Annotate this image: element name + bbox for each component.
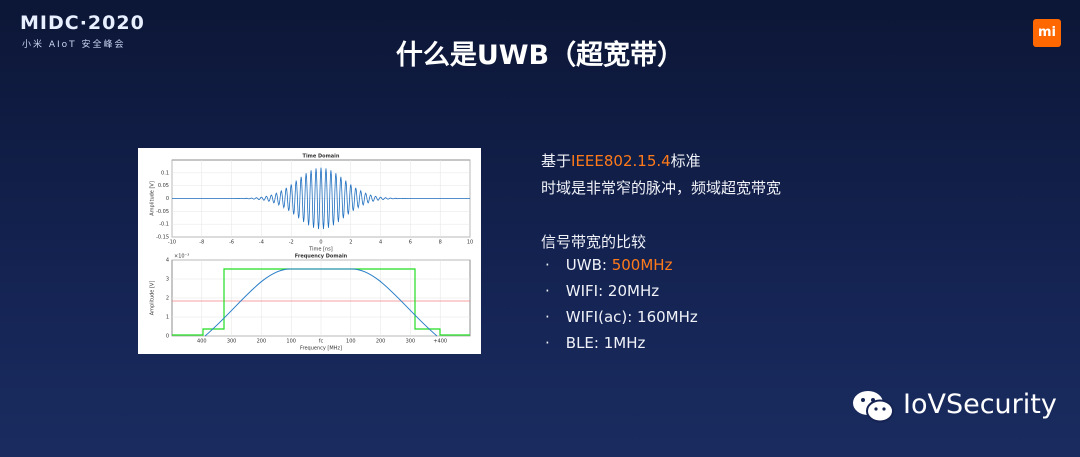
list-item: · UWB: 500MHz — [545, 256, 672, 274]
list-item: · BLE: 1MHz — [545, 334, 645, 352]
bullet: · — [545, 308, 550, 326]
standard-line: 基于IEEE802.15.4标准 — [541, 150, 701, 171]
highlight: IEEE802.15.4 — [571, 152, 671, 170]
y-axis-label: Amplitude [V] — [150, 181, 156, 216]
pulse-curve — [172, 167, 470, 230]
y-tick-label: 1 — [166, 315, 169, 321]
x-tick-label: 100 — [346, 339, 356, 345]
x-axis-label: Frequency [MHz] — [300, 346, 342, 352]
x-tick-label: 300 — [227, 339, 237, 345]
logo: MIDC·2020 — [20, 12, 145, 34]
plot-title: Time Domain — [303, 154, 340, 160]
x-tick-label: 200 — [257, 339, 267, 345]
x-tick-label: 8 — [439, 240, 442, 246]
x-axis-label: Time [ns] — [308, 247, 333, 253]
y-tick-label: 4 — [166, 258, 169, 264]
plot-title: Frequency Domain — [295, 254, 348, 260]
text: 标准 — [670, 152, 701, 170]
slide-title: 什么是UWB（超宽带） — [395, 40, 685, 71]
text: WIFI: 20MHz — [565, 282, 660, 300]
x-tick-label: +400 — [433, 339, 447, 345]
text: BLE: 1MHz — [565, 334, 646, 352]
y-tick-label: 0.1 — [161, 170, 169, 176]
list-item: · WIFI: 20MHz — [545, 282, 659, 300]
text: 基于 — [541, 152, 572, 170]
brand-mark: mi — [1033, 19, 1061, 47]
x-tick-label: 200 — [376, 339, 386, 345]
figure: Time Domain Time [ns] Amplitude [V] -0.15 -0… — [138, 148, 481, 354]
x-tick-label: 0 — [319, 240, 322, 246]
bullet: · — [545, 334, 550, 352]
highlight: 500MHz — [611, 256, 673, 274]
x-tick-label: 300 — [406, 339, 416, 345]
watermark: IoVSecurity — [903, 389, 1057, 420]
y-axis-label: Amplitude [V] — [150, 281, 156, 316]
x-tick-label: -10 — [168, 240, 176, 246]
x-tick-label: -2 — [289, 240, 294, 246]
logo-subtitle: 小米 AIoT 安全峰会 — [22, 40, 126, 50]
bullet: · — [545, 256, 550, 274]
x-tick-label: -4 — [259, 240, 264, 246]
text: WIFI(ac): 160MHz — [565, 308, 698, 326]
bullet: · — [545, 282, 550, 300]
x-tick-label: 400 — [197, 339, 207, 345]
y-tick-label: -0.1 — [159, 222, 169, 228]
y-tick-label: 2 — [166, 296, 169, 302]
comparison-title: 信号带宽的比较 — [541, 233, 647, 251]
x-tick-label: fc — [319, 339, 324, 345]
list-item: · WIFI(ac): 160MHz — [545, 308, 698, 326]
y-tick-label: 3 — [166, 277, 169, 283]
x-tick-label: -6 — [229, 240, 234, 246]
y-tick-label: 0.05 — [158, 183, 169, 189]
description: 时域是非常窄的脉冲，频域超宽带宽 — [541, 179, 782, 197]
y-tick-label: 0 — [166, 196, 169, 202]
figure-plots: Time Domain Time [ns] Amplitude [V] -0.15 -0… — [150, 154, 474, 352]
wechat-icon — [853, 391, 894, 423]
y-tick-label: -0.15 — [156, 235, 169, 241]
x-tick-label: 4 — [379, 240, 382, 246]
x-tick-label: 2 — [349, 240, 352, 246]
y-tick-label: 0 — [166, 334, 169, 340]
spectrum-curve — [204, 268, 438, 337]
y-exponent: ×10⁻³ — [174, 254, 189, 260]
x-tick-label: 6 — [409, 240, 412, 246]
y-tick-label: -0.05 — [156, 209, 169, 215]
x-tick-label: 10 — [467, 240, 473, 246]
x-tick-label: 100 — [286, 339, 296, 345]
text: UWB: — [565, 256, 612, 274]
x-tick-label: -8 — [199, 240, 204, 246]
